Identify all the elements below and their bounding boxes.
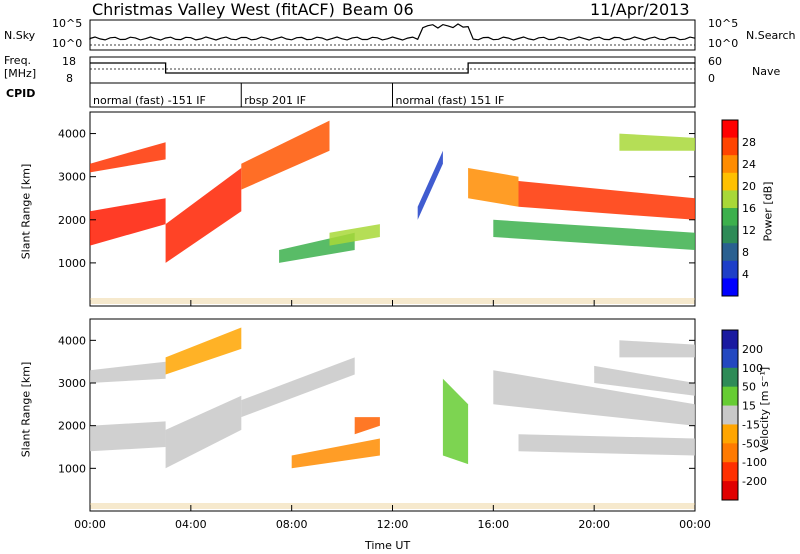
velocity-colorbar-swatch (722, 330, 738, 350)
nsky-tick-top: 10^5 (52, 17, 83, 30)
nsky-right-tick-top: 10^5 (708, 17, 739, 30)
nsearch-label: N.Search (746, 29, 796, 42)
xtick-label: 20:00 (578, 518, 610, 531)
page-title: Christmas Valley West (fitACF) (92, 0, 335, 19)
velocity-colorbar-swatch (722, 443, 738, 463)
velocity-echo-band (518, 434, 695, 456)
nsky-right-tick-bottom: 10^0 (708, 37, 739, 50)
cpid-segment-label: normal (fast) -151 IF (93, 94, 206, 107)
xtick-label: 00:00 (679, 518, 711, 531)
xtick-label: 04:00 (175, 518, 207, 531)
power-echo-band (90, 142, 166, 173)
velocity-echo-band (493, 370, 695, 426)
freq-panel-frame (89, 56, 696, 84)
velocity-ytick-label: 4000 (58, 334, 86, 347)
power-colorbar-swatch (722, 208, 738, 227)
xtick-label: 00:00 (74, 518, 106, 531)
power-colorbar-tick-label: 20 (742, 180, 756, 193)
power-colorbar-swatch (722, 120, 738, 139)
velocity-echo-band (165, 327, 242, 375)
velocity-echo-band (90, 421, 166, 452)
power-colorbar-frame (721, 119, 739, 297)
velocity-echo-band (241, 357, 355, 418)
velocity-colorbar-swatch (722, 462, 738, 482)
velocity-colorbar-tick-label: 50 (742, 381, 756, 394)
velocity-colorbar-tick-label: -15 (742, 418, 760, 431)
power-colorbar-swatch (722, 243, 738, 262)
velocity-ytick-label: 1000 (58, 462, 86, 475)
nsky-label: N.Sky (4, 29, 36, 42)
velocity-colorbar-tick-label: 100 (742, 362, 763, 375)
velocity-colorbar-frame (721, 329, 739, 501)
power-ytick-label: 1000 (58, 257, 86, 270)
velocity-colorbar-tick-label: -200 (742, 475, 767, 488)
nave-label: Nave (752, 65, 781, 78)
power-colorbar-tick-label: 12 (742, 224, 756, 237)
power-colorbar-swatch (722, 137, 738, 156)
nave-tick-top: 60 (708, 55, 722, 68)
power-echo-band (241, 120, 330, 190)
power-colorbar-tick-label: 16 (742, 202, 756, 215)
velocity-colorbar-swatch (722, 405, 738, 425)
nave-tick-bottom: 0 (708, 72, 715, 85)
velocity-echo-band (619, 340, 695, 358)
velocity-colorbar-swatch (722, 386, 738, 407)
cpid-label: CPID (6, 87, 36, 100)
velocity-colorbar-tick-label: -100 (742, 456, 767, 469)
velocity-colorbar-swatch (722, 481, 738, 501)
power-ytick-label: 4000 (58, 128, 86, 141)
xtick-label: 16:00 (477, 518, 509, 531)
velocity-echo-band (354, 417, 380, 435)
power-colorbar-tick-label: 4 (742, 268, 749, 281)
power-echo-band (417, 150, 443, 220)
freq-label: Freq. (4, 54, 32, 67)
velocity-echo-band (165, 395, 242, 469)
cpid-segment-label: rbsp 201 IF (244, 94, 307, 107)
velocity-colorbar-tick-label: -50 (742, 437, 760, 450)
freq-tick-bottom: 8 (66, 72, 73, 85)
power-colorbar-tick-label: 24 (742, 158, 756, 171)
power-echo-band (329, 224, 380, 246)
velocity-echo-band (291, 438, 380, 469)
velocity-ytick-label: 2000 (58, 420, 86, 433)
power-colorbar-swatch (722, 260, 738, 279)
frequency-trace (90, 62, 695, 74)
velocity-colorbar-swatch (722, 367, 738, 388)
date-label: 11/Apr/2013 (590, 0, 690, 19)
velocity-ytick-label: 3000 (58, 377, 86, 390)
velocity-colorbar-tick-label: 15 (742, 400, 756, 413)
power-echo-band (468, 168, 519, 207)
power-echo-band (165, 168, 242, 263)
xaxis-label: Time UT (365, 539, 411, 552)
power-ytick-label: 2000 (58, 214, 86, 227)
beam-label: Beam 06 (342, 0, 414, 19)
power-colorbar-swatch (722, 155, 738, 174)
power-echo-band (619, 133, 695, 151)
power-echo-band (518, 181, 695, 220)
power-colorbar-swatch (722, 225, 738, 244)
power-echo-band (90, 198, 166, 246)
power-ytick-label: 3000 (58, 171, 86, 184)
power-colorbar-tick-label: 8 (742, 246, 749, 259)
velocity-echo-band (90, 361, 166, 383)
velocity-colorbar-swatch (722, 348, 738, 369)
xtick-label: 12:00 (377, 518, 409, 531)
nsky-trace (89, 23, 696, 41)
cpid-segment-label: normal (fast) 151 IF (395, 94, 505, 107)
velocity-echo-band (442, 378, 469, 465)
velocity-colorbar-swatch (722, 424, 738, 444)
power-echo-band (493, 219, 695, 250)
velocity-echo-band (594, 365, 695, 396)
power-colorbar-swatch (722, 278, 738, 297)
power-colorbar-swatch (722, 172, 738, 191)
power-colorbar-tick-label: 28 (742, 136, 756, 149)
velocity-colorbar-tick-label: 200 (742, 343, 763, 356)
freq-tick-top: 18 (62, 55, 76, 68)
freq-unit: [MHz] (4, 67, 37, 80)
nsky-panel-frame (89, 19, 696, 51)
nsky-tick-bottom: 10^0 (52, 37, 83, 50)
power-colorbar-swatch (722, 190, 738, 209)
xtick-label: 08:00 (276, 518, 308, 531)
